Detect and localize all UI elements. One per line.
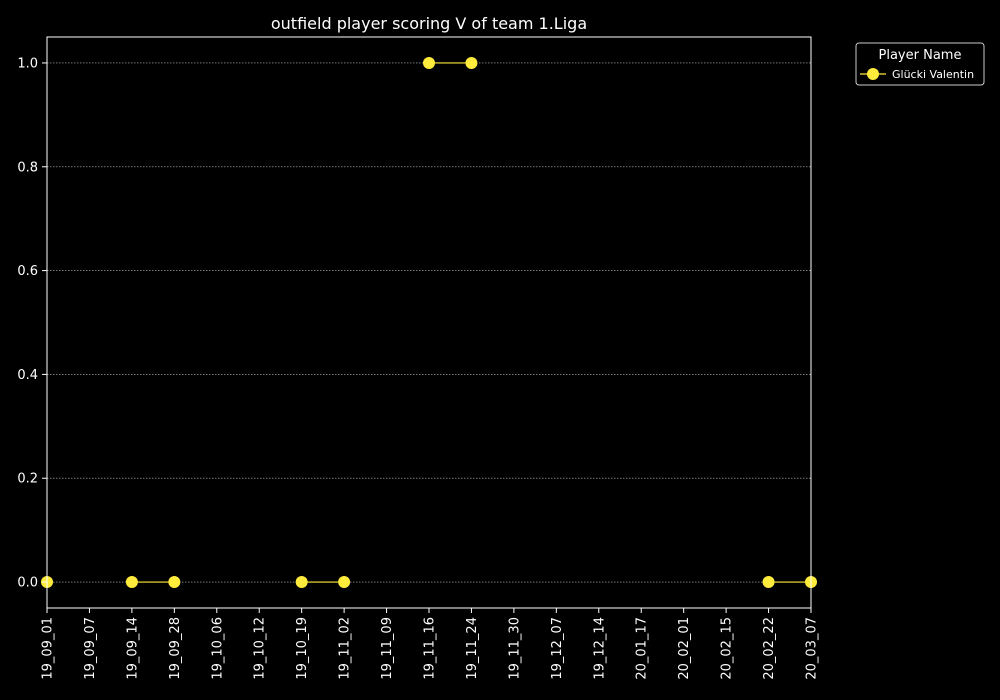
y-tick-label: 0.4 <box>17 368 38 383</box>
x-tick-label: 19_11_02 <box>338 617 353 680</box>
data-point <box>295 576 308 589</box>
legend-entry-label: Glücki Valentin <box>892 68 974 81</box>
y-tick-label: 1.0 <box>17 56 38 71</box>
x-tick-label: 19_11_24 <box>465 617 480 680</box>
x-tick-label: 19_10_19 <box>295 617 310 680</box>
data-point <box>762 576 775 589</box>
x-tick-label: 19_09_07 <box>83 617 98 680</box>
x-tick-label: 19_12_07 <box>550 617 565 680</box>
y-tick-label: 0.6 <box>17 264 38 279</box>
x-tick-label: 19_11_09 <box>380 617 395 680</box>
legend: Player Name Glücki Valentin <box>855 42 985 86</box>
y-tick-label: 0.2 <box>17 472 38 487</box>
x-tick-label: 19_09_01 <box>41 617 56 680</box>
data-point <box>465 56 478 69</box>
y-axis: 0.0 0.2 0.4 0.6 0.8 1.0 <box>17 56 47 591</box>
legend-marker-swatch <box>867 68 879 80</box>
x-tick-label: 19_09_14 <box>125 617 140 680</box>
data-point <box>125 576 138 589</box>
x-tick-label: 19_11_16 <box>423 617 438 680</box>
x-tick-label: 19_09_28 <box>168 617 183 680</box>
x-axis: 19_09_01 19_09_07 19_09_14 19_09_28 19_10_06… <box>41 608 820 680</box>
data-point <box>338 576 351 589</box>
y-tick-label: 0.8 <box>17 160 38 175</box>
x-tick-label: 19_10_06 <box>210 617 225 680</box>
x-tick-label: 20_02_22 <box>762 617 777 680</box>
data-point <box>168 576 181 589</box>
x-tick-label: 19_11_30 <box>507 617 522 680</box>
x-tick-label: 20_02_01 <box>677 617 692 680</box>
x-tick-label: 20_02_15 <box>720 617 735 680</box>
x-tick-label: 20_01_17 <box>635 617 650 680</box>
chart-title: outfield player scoring V of team 1.Liga <box>271 14 587 33</box>
x-tick-label: 20_03_07 <box>805 617 820 680</box>
data-point <box>423 56 435 69</box>
x-tick-label: 19_12_14 <box>592 617 607 680</box>
y-tick-label: 0.0 <box>17 576 38 591</box>
legend-title: Player Name <box>879 48 962 63</box>
x-tick-label: 19_10_12 <box>253 617 268 680</box>
legend-box <box>855 42 985 86</box>
